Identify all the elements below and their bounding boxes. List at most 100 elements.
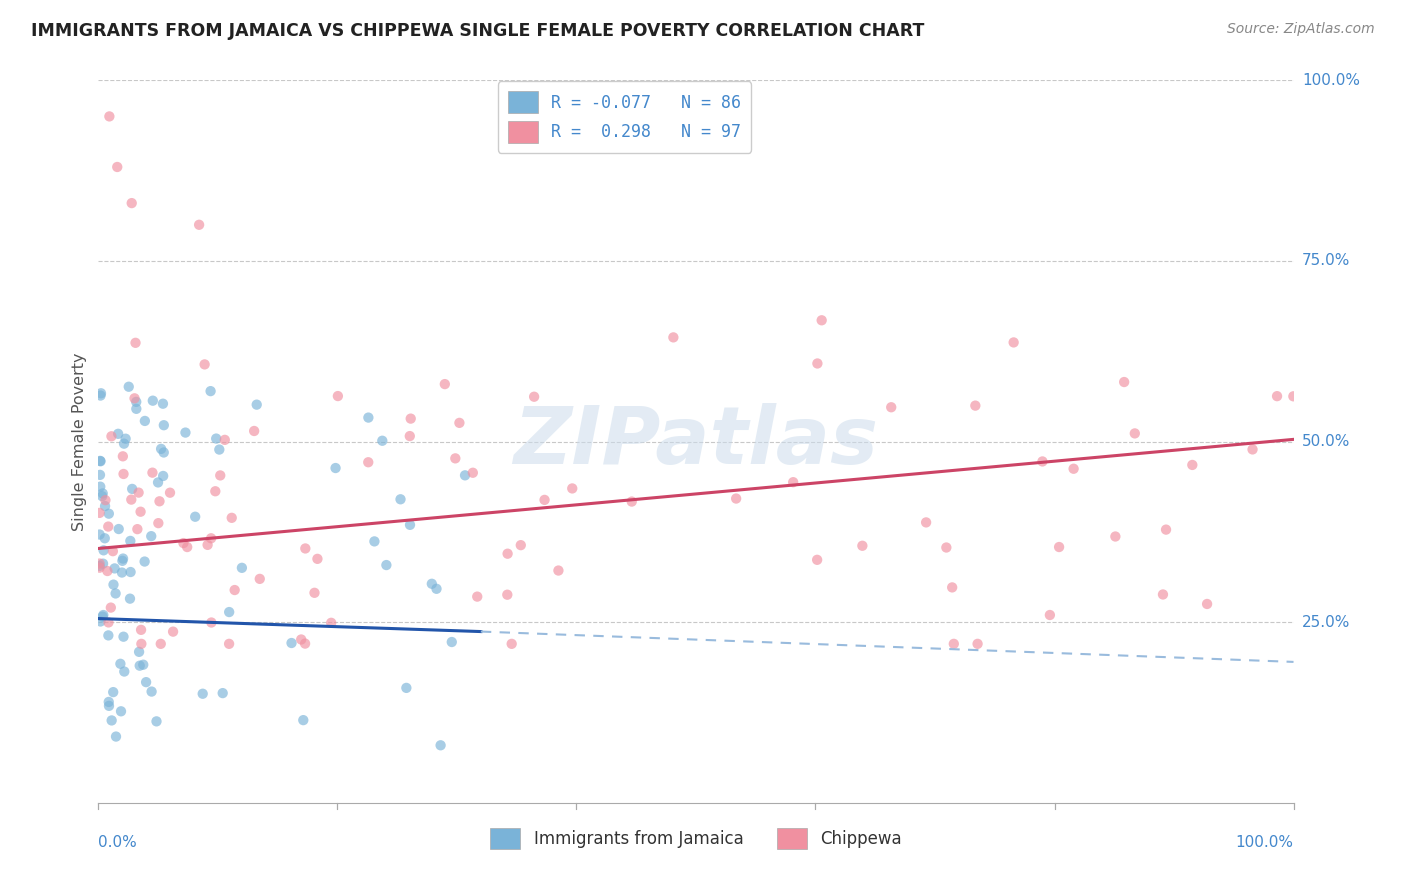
Point (145, 714, 167, 729)
Point (141, 684, 163, 698)
Point (966, 637, 988, 651)
Point (399, 517, 422, 532)
Point (162, 624, 184, 639)
Point (243, 424, 266, 438)
Point (176, 540, 198, 554)
Point (806, 553, 828, 567)
Point (307, 552, 329, 566)
Point (111, 450, 134, 464)
Point (208, 442, 231, 457)
Point (194, 358, 217, 372)
Point (725, 491, 748, 506)
Point (321, 615, 343, 630)
Point (1063, 462, 1085, 476)
Point (100, 429, 122, 443)
Point (224, 582, 246, 597)
Text: ZIPatlas: ZIPatlas (513, 402, 879, 481)
Point (915, 516, 938, 530)
Point (91, 607, 114, 622)
Point (205, 432, 228, 446)
Point (89, 388, 111, 402)
Point (620, 494, 643, 508)
Point (810, 313, 832, 327)
Point (132, 657, 155, 672)
Point (112, 467, 135, 481)
Point (103, 577, 125, 591)
Point (124, 392, 146, 406)
Point (101, 544, 124, 558)
Text: 100.0%: 100.0% (1236, 835, 1294, 850)
Point (941, 581, 963, 595)
Point (124, 335, 146, 350)
Point (304, 586, 326, 600)
Point (112, 436, 135, 450)
Point (100, 600, 122, 615)
Point (121, 482, 143, 496)
Text: 50.0%: 50.0% (1302, 434, 1350, 449)
Point (93, 543, 115, 558)
Point (375, 558, 398, 572)
Point (89, 480, 111, 494)
Point (1154, 523, 1177, 537)
Point (461, 466, 484, 480)
Point (935, 541, 957, 555)
Point (159, 485, 181, 500)
Point (851, 539, 873, 553)
Point (141, 466, 163, 480)
Y-axis label: Single Female Poverty: Single Female Poverty (72, 352, 87, 531)
Point (444, 451, 467, 466)
Text: 25.0%: 25.0% (1302, 615, 1350, 630)
Point (1282, 389, 1305, 403)
Point (200, 615, 222, 630)
Point (114, 432, 136, 446)
Point (141, 529, 163, 543)
Point (496, 547, 519, 561)
Point (128, 485, 150, 500)
Point (211, 686, 233, 700)
Point (1181, 458, 1204, 472)
Point (89, 506, 111, 520)
Point (89, 560, 111, 574)
Point (91, 489, 114, 503)
Point (112, 630, 135, 644)
Point (89, 615, 111, 629)
Point (152, 397, 174, 411)
Point (112, 551, 135, 566)
Point (90, 386, 112, 401)
Point (134, 414, 156, 428)
Point (110, 704, 132, 718)
Point (96, 564, 118, 578)
Point (128, 658, 150, 673)
Point (533, 492, 555, 507)
Point (200, 384, 222, 398)
Point (97, 519, 120, 533)
Point (128, 645, 150, 659)
Point (509, 538, 531, 552)
Point (118, 591, 141, 606)
Point (142, 393, 165, 408)
Point (465, 590, 488, 604)
Point (174, 425, 197, 440)
Point (1047, 540, 1070, 554)
Point (89, 454, 111, 468)
Point (107, 522, 129, 536)
Point (91, 486, 114, 500)
Point (111, 554, 134, 568)
Point (97, 695, 120, 709)
Point (105, 730, 128, 744)
Point (214, 433, 236, 447)
Point (399, 411, 422, 425)
Point (129, 623, 152, 637)
Point (1241, 442, 1264, 457)
Point (188, 218, 211, 232)
Point (547, 564, 569, 578)
Point (371, 434, 394, 448)
Point (103, 685, 125, 699)
Point (129, 505, 152, 519)
Point (172, 536, 194, 550)
Point (292, 713, 315, 727)
Point (389, 492, 412, 507)
Point (433, 377, 456, 392)
Point (454, 468, 477, 483)
Text: 75.0%: 75.0% (1302, 253, 1350, 268)
